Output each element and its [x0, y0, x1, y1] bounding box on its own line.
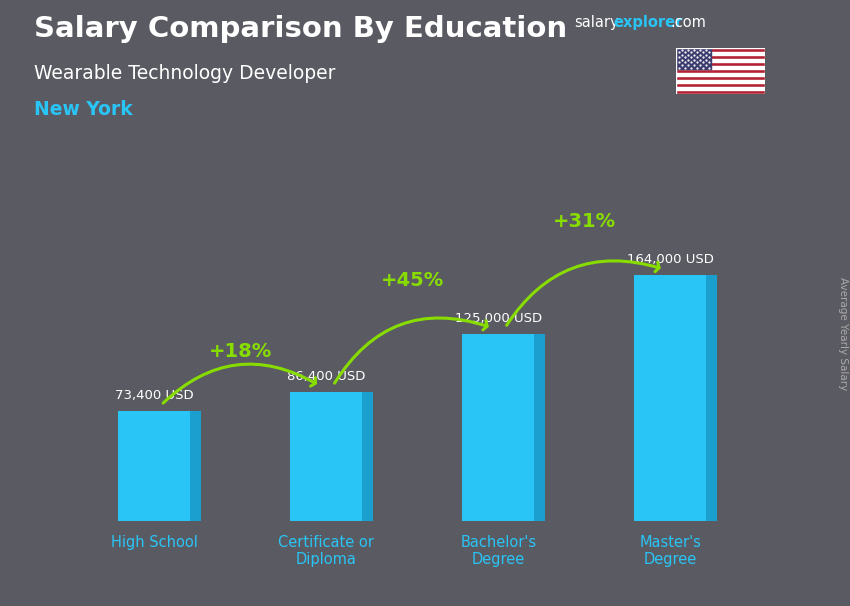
- Text: 164,000 USD: 164,000 USD: [626, 253, 714, 266]
- FancyBboxPatch shape: [118, 411, 190, 521]
- Polygon shape: [362, 391, 372, 521]
- Text: Wearable Technology Developer: Wearable Technology Developer: [34, 64, 336, 82]
- Polygon shape: [190, 411, 201, 521]
- FancyBboxPatch shape: [634, 275, 706, 521]
- FancyBboxPatch shape: [462, 333, 535, 521]
- Text: .com: .com: [671, 15, 706, 30]
- Polygon shape: [535, 333, 545, 521]
- Bar: [676, 73, 765, 76]
- FancyBboxPatch shape: [290, 391, 362, 521]
- Bar: [676, 66, 765, 70]
- Bar: [676, 80, 765, 84]
- Text: +31%: +31%: [552, 212, 616, 231]
- Text: salary: salary: [574, 15, 618, 30]
- Bar: [676, 87, 765, 90]
- Text: +18%: +18%: [208, 342, 272, 361]
- Bar: [676, 52, 765, 56]
- Text: 73,400 USD: 73,400 USD: [115, 389, 194, 402]
- Text: Average Yearly Salary: Average Yearly Salary: [838, 277, 848, 390]
- Bar: [676, 59, 765, 62]
- Text: +45%: +45%: [381, 271, 444, 290]
- Text: explorer: explorer: [614, 15, 683, 30]
- Text: 86,400 USD: 86,400 USD: [287, 370, 366, 382]
- Polygon shape: [706, 275, 717, 521]
- Text: Salary Comparison By Education: Salary Comparison By Education: [34, 15, 567, 43]
- Text: 125,000 USD: 125,000 USD: [455, 311, 541, 325]
- Text: New York: New York: [34, 100, 133, 119]
- Bar: [676, 48, 711, 70]
